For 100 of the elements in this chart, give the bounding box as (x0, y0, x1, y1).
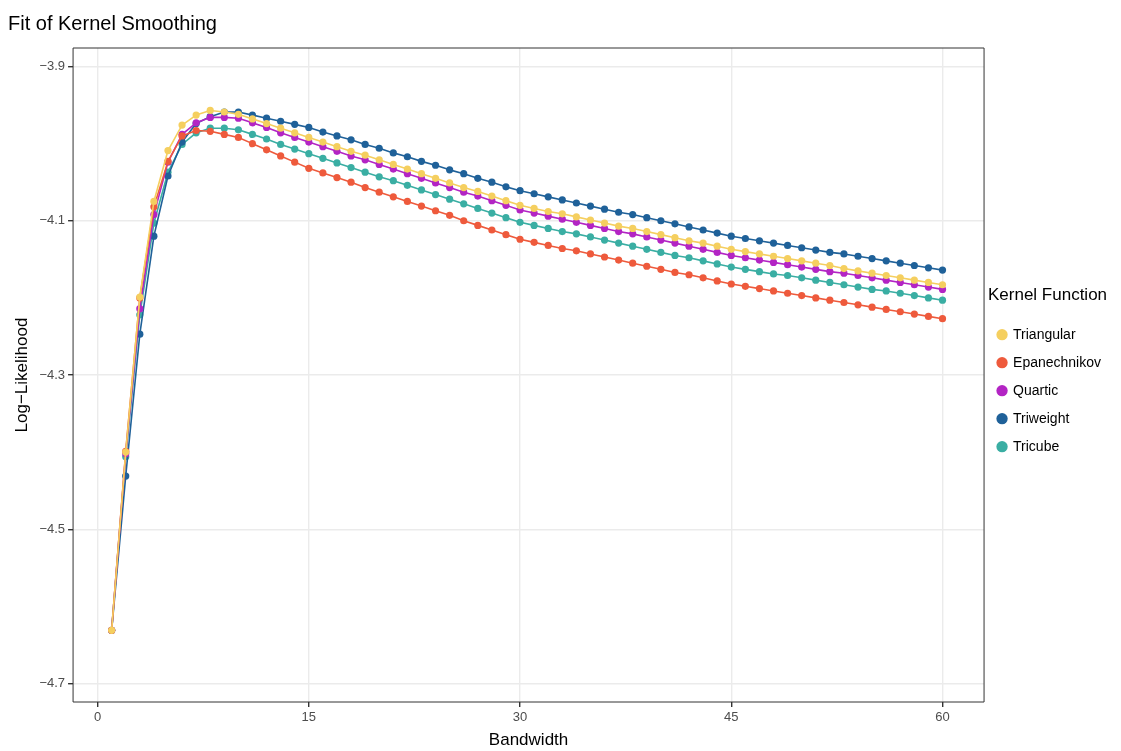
point (248, 115, 257, 123)
point (882, 257, 890, 265)
point (488, 209, 496, 217)
point (854, 301, 862, 309)
point (403, 181, 411, 189)
x-tick-label: 30 (512, 709, 528, 725)
point (347, 163, 355, 172)
point (389, 149, 397, 157)
point (417, 170, 426, 178)
point (333, 143, 341, 151)
point (375, 156, 383, 164)
point (826, 261, 834, 270)
point (403, 153, 411, 161)
point (671, 220, 679, 228)
point (812, 259, 820, 267)
point (347, 147, 355, 155)
point (755, 250, 764, 258)
point (643, 245, 651, 253)
y-axis-title: Log−Likelihood (11, 317, 31, 433)
point (558, 244, 566, 253)
point (403, 165, 411, 173)
point (629, 224, 637, 233)
x-tick-label: 15 (301, 709, 317, 725)
point (488, 192, 496, 200)
point (713, 242, 721, 250)
point (474, 204, 482, 213)
point (333, 132, 341, 140)
point (741, 254, 749, 262)
point (924, 278, 933, 287)
point (389, 160, 397, 169)
point (826, 248, 834, 256)
point (319, 169, 327, 177)
point (769, 252, 778, 260)
point (544, 193, 552, 201)
point (784, 241, 792, 250)
point (600, 205, 609, 213)
point (572, 218, 580, 226)
point (164, 146, 172, 155)
point (924, 294, 933, 302)
point (502, 197, 510, 205)
point (234, 133, 242, 142)
point (741, 234, 749, 243)
point (319, 128, 327, 136)
point (769, 258, 778, 266)
point (741, 248, 749, 256)
point (248, 130, 257, 138)
point (460, 183, 468, 192)
point (305, 123, 313, 132)
point (924, 312, 933, 320)
legend-label: Quartic (1013, 381, 1059, 398)
point (685, 254, 693, 262)
point (896, 289, 904, 297)
point (600, 253, 609, 261)
point (446, 179, 454, 187)
point (586, 202, 595, 210)
point (741, 265, 749, 273)
point (784, 271, 792, 280)
point (896, 274, 904, 282)
point (812, 294, 820, 302)
point (262, 146, 271, 154)
point (150, 197, 158, 206)
point (685, 237, 693, 245)
point (319, 154, 327, 162)
point (530, 238, 538, 246)
point (784, 261, 792, 269)
point (812, 265, 820, 273)
point (798, 257, 806, 265)
point (657, 231, 665, 239)
point (812, 276, 820, 284)
point (277, 124, 285, 132)
point (544, 241, 552, 250)
point (713, 248, 721, 256)
point (262, 119, 271, 128)
point (840, 281, 848, 289)
legend-label: Epanechnikov (1013, 353, 1101, 370)
point (600, 219, 609, 227)
point (938, 266, 947, 274)
point (727, 263, 735, 271)
point (699, 274, 707, 282)
point (910, 276, 918, 284)
point (938, 281, 947, 289)
point (572, 230, 580, 238)
y-tick-label: −3.9 (39, 58, 66, 74)
point (361, 140, 369, 148)
point (798, 244, 806, 252)
point (840, 264, 848, 273)
point (600, 236, 609, 244)
point (291, 120, 299, 128)
point (544, 224, 552, 233)
point (826, 296, 834, 304)
point (910, 291, 918, 300)
point (629, 242, 637, 250)
point (234, 126, 242, 134)
point (727, 232, 735, 240)
point (784, 254, 792, 263)
point (629, 210, 637, 219)
point (868, 254, 876, 263)
point (643, 214, 651, 222)
point (812, 246, 820, 254)
point (755, 237, 764, 245)
